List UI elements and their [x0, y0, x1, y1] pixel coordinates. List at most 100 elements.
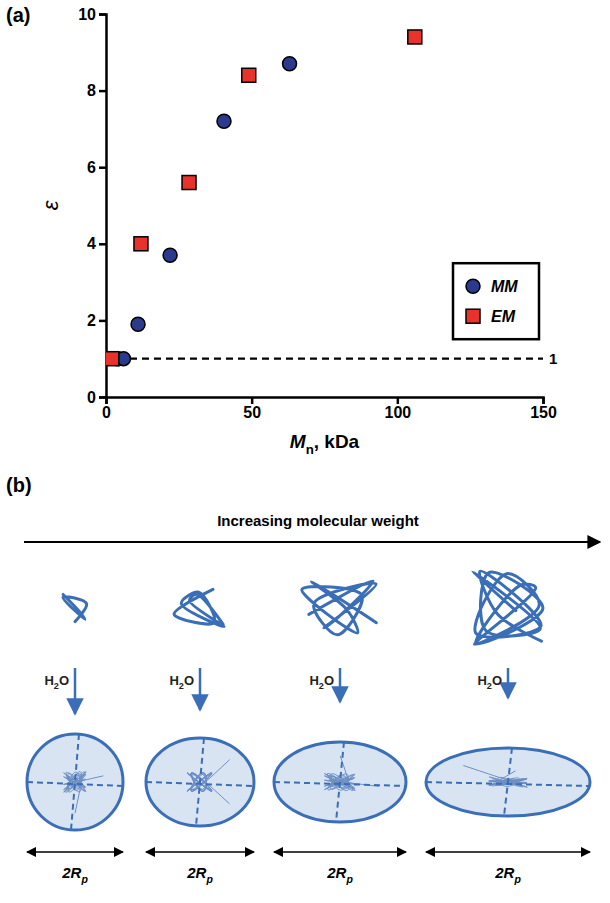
- y-tick: 6: [87, 159, 106, 176]
- water-label: H2O: [44, 673, 69, 691]
- data-point: [134, 237, 148, 251]
- y-tick-label: 0: [87, 389, 96, 406]
- water-label-tail: O: [324, 673, 334, 688]
- water-label-tail: O: [492, 673, 502, 688]
- y-tick-mark: [99, 243, 106, 246]
- y-tick: 4: [87, 235, 106, 252]
- y-tick: 0: [87, 389, 106, 406]
- water-label-base: H: [309, 673, 318, 688]
- particle-chains: [324, 756, 379, 791]
- y-tick: 10: [78, 6, 106, 23]
- water-arrow: [339, 668, 342, 702]
- width-arrow: [27, 851, 123, 853]
- x-tick-label: 50: [243, 404, 261, 421]
- width-label-base: 2R: [61, 864, 81, 881]
- particle-axis: [504, 748, 512, 816]
- width-arrow: [274, 851, 406, 853]
- water-label-base: H: [44, 673, 53, 688]
- water-label-base: H: [477, 673, 486, 688]
- x-axis-title: Mn, kDa: [290, 431, 360, 457]
- stage: H2O 2Rp: [27, 594, 123, 884]
- x-tick-mark: [397, 397, 400, 404]
- panel-b: (b)Increasing molecular weightH2O2RpH2O2…: [6, 474, 600, 885]
- plot-marks: [106, 30, 543, 366]
- width-label-sub: p: [205, 873, 213, 885]
- y-tick-mark: [99, 90, 106, 93]
- direction-arrow: [24, 541, 600, 543]
- x-axis-line: [107, 398, 544, 405]
- width-arrow: [426, 851, 590, 853]
- y-tick-label: 6: [87, 159, 96, 176]
- legend-box: [453, 263, 539, 339]
- particle-chains: [64, 772, 104, 814]
- x-tick: 150: [530, 397, 557, 421]
- panel-label: (b): [6, 474, 32, 496]
- data-point: [408, 30, 422, 44]
- water-arrow: [199, 668, 202, 710]
- series-square: [106, 30, 422, 366]
- y-tick-label: 2: [87, 312, 96, 329]
- y-tick-label: 8: [87, 82, 96, 99]
- particle-chains: [187, 760, 229, 804]
- y-tick-label: 4: [87, 235, 96, 252]
- polymer-coil: [302, 581, 377, 635]
- legend-marker: [466, 309, 480, 323]
- y-tick-mark: [99, 396, 106, 399]
- y-tick: 2: [87, 312, 106, 329]
- data-point: [131, 317, 145, 331]
- particle-axis: [71, 734, 79, 830]
- width-label: 2Rp: [186, 864, 213, 885]
- data-point: [242, 68, 256, 82]
- x-tick: 50: [243, 397, 261, 421]
- width-label-base: 2R: [186, 864, 206, 881]
- x-tick: 0: [102, 397, 111, 421]
- water-arrow: [507, 668, 510, 698]
- x-tick-label: 150: [530, 404, 557, 421]
- polymer-coil: [63, 594, 87, 621]
- x-tick: 100: [384, 397, 411, 421]
- stage: H2O 2Rp: [146, 589, 254, 884]
- y-tick-mark: [99, 13, 106, 16]
- water-label-tail: O: [184, 673, 194, 688]
- polymer-coil: [473, 571, 543, 644]
- width-label-sub: p: [345, 873, 353, 885]
- x-axis-title-base: M: [290, 431, 307, 452]
- width-label-sub: p: [80, 873, 88, 885]
- width-label-base: 2R: [326, 864, 346, 881]
- y-axis-line: [99, 15, 107, 398]
- x-tick-label: 100: [384, 404, 411, 421]
- x-axis: 0 50 100 150: [102, 397, 557, 421]
- width-arrow: [146, 851, 254, 853]
- width-label: 2Rp: [326, 864, 353, 885]
- data-point: [217, 114, 231, 128]
- width-label: 2Rp: [61, 864, 88, 885]
- legend-marker: [466, 279, 480, 293]
- legend-label: EM: [491, 308, 516, 325]
- diagram-title: Increasing molecular weight: [217, 512, 419, 529]
- water-label: H2O: [477, 673, 502, 691]
- y-tick: 8: [87, 82, 106, 99]
- x-tick-mark: [542, 397, 545, 404]
- reference-line: [106, 358, 543, 360]
- water-label-base: H: [169, 673, 178, 688]
- particle-axis: [336, 742, 344, 822]
- particle-axis: [196, 738, 204, 826]
- y-tick-mark: [99, 320, 106, 323]
- data-point: [163, 248, 177, 262]
- water-label: H2O: [169, 673, 194, 691]
- legend: MMEM: [453, 263, 539, 339]
- stage: H2O 2Rp: [426, 571, 590, 884]
- x-tick-label: 0: [102, 404, 111, 421]
- water-arrow: [74, 668, 77, 714]
- stage: H2O2Rp: [274, 581, 406, 885]
- width-label-sub: p: [513, 873, 521, 885]
- x-axis-title-tail: , kDa: [314, 431, 360, 452]
- panel-label: (a): [6, 4, 30, 26]
- series-circle: [111, 57, 297, 366]
- x-tick-mark: [251, 397, 254, 404]
- y-tick-mark: [99, 166, 106, 169]
- data-point: [106, 352, 119, 366]
- y-axis: 0 2 4 6 8 10: [78, 6, 106, 406]
- width-label: 2Rp: [494, 864, 521, 885]
- polymer-coil: [174, 589, 224, 626]
